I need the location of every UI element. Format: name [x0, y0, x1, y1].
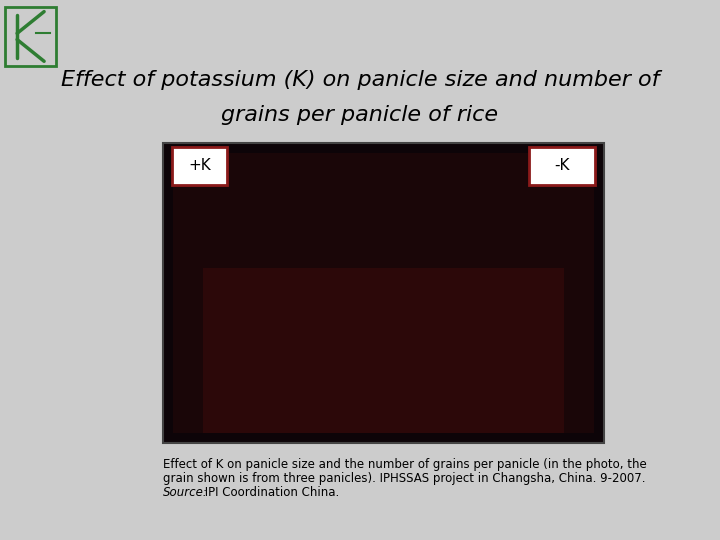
Text: Source:: Source:: [163, 486, 208, 499]
Bar: [163, 143, 604, 443]
Bar: [172, 147, 227, 185]
Text: Effect of K on panicle size and the number of grains per panicle (in the photo, : Effect of K on panicle size and the numb…: [163, 458, 647, 471]
Text: grain shown is from three panicles). IPHSSAS project in Changsha, China. 9-2007.: grain shown is from three panicles). IPH…: [163, 472, 646, 485]
Bar: [529, 147, 595, 185]
Bar: [173, 153, 594, 433]
Text: Effect of potassium (K) on panicle size and number of: Effect of potassium (K) on panicle size …: [60, 70, 660, 90]
Text: -K: -K: [554, 159, 570, 173]
Bar: [203, 268, 564, 433]
Text: +K: +K: [188, 159, 211, 173]
Text: grains per panicle of rice: grains per panicle of rice: [222, 105, 498, 125]
Text: IPI Coordination China.: IPI Coordination China.: [201, 486, 339, 499]
